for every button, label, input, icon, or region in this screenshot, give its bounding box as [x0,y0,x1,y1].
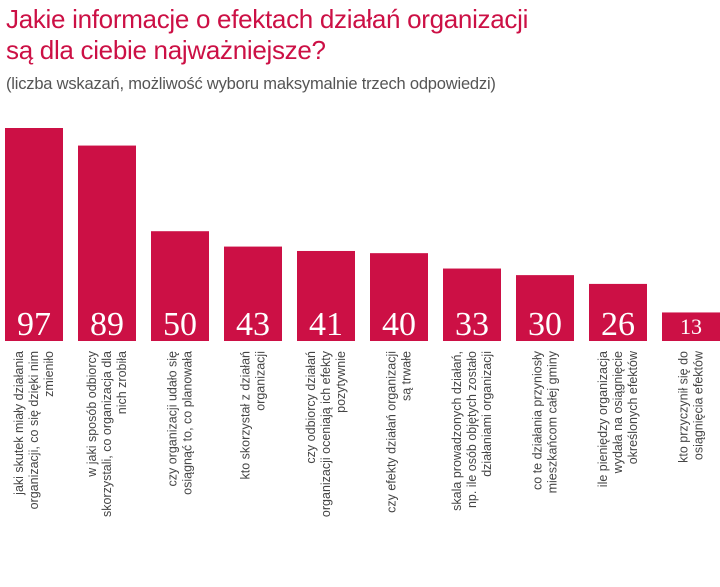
category-label-line: organizacji [254,351,268,411]
chart-title: Jakie informacje o efektach działań orga… [6,4,706,66]
bar-10 [662,312,720,341]
chart-title-line-1: Jakie informacje o efektach działań orga… [6,4,529,34]
category-label-1: jaki skutek miały działaniaorganizacji, … [12,351,56,509]
bar-value-label: 89 [90,306,124,343]
category-label-line: osiągnięcia efektów [692,350,706,460]
category-label-9: ile pieniędzy organizacjawydała na osiąg… [596,350,640,487]
category-label-3: czy organizacji udało sięosiągnąć to, co… [166,351,195,495]
category-label-line: skala prowadzonych działań, [450,351,464,511]
category-label-line: wydała na osiągnięcie [611,351,625,474]
category-label-line: czy efekty działań organizacji [385,351,399,513]
category-label-line: skorzystali, co organizacja dla [100,351,114,517]
category-label-line: np. ile osób objętych zostało [465,351,479,508]
bar-5 [297,250,355,341]
category-label-line: w jaki sposób odbiorcy [85,350,99,478]
chart-subtitle: (liczba wskazań, możliwość wyboru maksym… [6,75,496,93]
bar-6 [370,253,428,341]
category-label-line: organizacji, co się dzięki nim [27,351,41,509]
category-label-line: jaki skutek miały działania [12,351,26,496]
bar-1 [5,128,63,341]
bar-8 [516,275,574,341]
bar-value-label: 40 [382,306,416,343]
category-label-line: nich zrobiła [115,351,129,414]
category-label-7: skala prowadzonych działań,np. ile osób … [450,351,494,511]
category-label-line: zmieniło [42,351,56,397]
category-label-line: są trwałe [400,351,414,401]
bar-value-label: 26 [601,306,635,343]
bar-value-label: 97 [17,306,51,343]
category-label-line: czy organizacji udało się [166,351,180,487]
bar-value-label: 50 [163,306,197,343]
chart-title-line-2: są dla ciebie najważniejsze? [6,35,326,65]
category-label-2: w jaki sposób odbiorcyskorzystali, co or… [85,350,129,517]
bar-value-label: 13 [680,314,702,339]
bar-value-label: 43 [236,306,270,343]
category-label-line: działaniami organizacji [480,351,494,477]
bar-4 [224,246,282,341]
bar-2 [78,145,136,341]
bar-3 [151,231,209,341]
bar-9 [589,283,647,341]
category-label-4: kto skorzystał z działańorganizacji [239,351,268,480]
category-label-line: kto przyczynił się do [677,351,691,463]
category-label-line: pozytywnie [334,351,348,413]
bar-value-label: 33 [455,306,489,343]
bar-value-label: 41 [309,306,343,343]
category-label-line: ile pieniędzy organizacja [596,351,610,487]
category-label-line: organizacji oceniają ich efekty [319,350,333,517]
category-label-line: osiągnąć to, co planowała [181,351,195,495]
category-label-line: kto skorzystał z działań [239,351,253,480]
bar-7 [443,268,501,341]
category-label-10: kto przyczynił się doosiągnięcia efektów [677,350,706,463]
category-label-line: czy odbiorcy działań [304,351,318,464]
category-label-line: co te działania przyniosły [531,350,545,490]
bar-value-label: 30 [528,306,562,343]
category-label-line: mieszkańcom całej gminy [546,350,560,493]
category-label-8: co te działania przyniosłymieszkańcom ca… [531,350,560,493]
category-label-6: czy efekty działań organizacjisą trwałe [385,351,414,513]
category-label-line: określonych efektów [626,350,640,464]
category-label-5: czy odbiorcy działańorganizacji oceniają… [304,350,348,517]
